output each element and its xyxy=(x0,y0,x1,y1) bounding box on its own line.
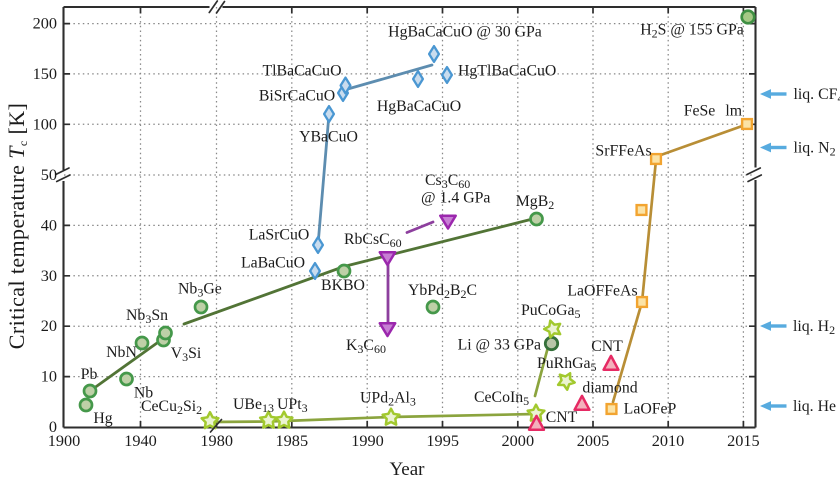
svg-text:YbPd2B2C: YbPd2B2C xyxy=(408,282,477,301)
svg-text:RbCsC60: RbCsC60 xyxy=(344,231,402,250)
svg-text:MgB2: MgB2 xyxy=(516,193,554,212)
svg-text:LaOFeP: LaOFeP xyxy=(624,401,677,418)
svg-text:Cs3C60: Cs3C60 xyxy=(425,172,470,191)
svg-text:Pb: Pb xyxy=(81,366,98,383)
svg-text:Nb3Sn: Nb3Sn xyxy=(126,307,168,326)
svg-text:50: 50 xyxy=(41,165,57,184)
svg-text:LaSrCuO: LaSrCuO xyxy=(249,227,310,244)
svg-text:Critical temperature Tc [K]: Critical temperature Tc [K] xyxy=(4,103,30,349)
svg-text:Li @ 33 GPa: Li @ 33 GPa xyxy=(458,337,541,354)
svg-text:1995: 1995 xyxy=(426,431,459,450)
svg-text:Hg: Hg xyxy=(93,410,112,427)
svg-text:CNT: CNT xyxy=(591,338,623,355)
svg-text:HgBaCaCuO: HgBaCaCuO xyxy=(377,98,461,115)
svg-text:lm: lm xyxy=(725,103,742,120)
svg-text:liq.He: liq. He xyxy=(793,398,836,415)
svg-text:FeSe: FeSe xyxy=(684,103,716,120)
svg-text:2005: 2005 xyxy=(577,431,610,450)
svg-text:UPd2Al3: UPd2Al3 xyxy=(360,390,416,409)
svg-text:PuCoGa5: PuCoGa5 xyxy=(521,302,581,321)
svg-text:V3Si: V3Si xyxy=(171,345,202,364)
svg-text:0: 0 xyxy=(49,417,57,436)
svg-text:BiSrCaCuO: BiSrCaCuO xyxy=(259,88,335,105)
svg-text:YBaCuO: YBaCuO xyxy=(299,129,358,146)
svg-text:liq.CF4: liq.CF4 xyxy=(794,86,840,105)
svg-text:TlBaCaCuO: TlBaCaCuO xyxy=(263,63,342,80)
svg-text:H2S @ 155 GPa: H2S @ 155 GPa xyxy=(640,22,744,41)
svg-text:20: 20 xyxy=(41,316,57,335)
svg-text:diamond: diamond xyxy=(582,380,637,397)
svg-text:liq.H2: liq. H2 xyxy=(793,318,835,337)
svg-text:NbN: NbN xyxy=(106,344,137,361)
svg-text:CeCoIn5: CeCoIn5 xyxy=(474,389,529,408)
svg-text:1940: 1940 xyxy=(124,431,157,450)
svg-text:SrFFeAs: SrFFeAs xyxy=(595,143,651,160)
svg-text:2015: 2015 xyxy=(727,431,760,450)
svg-text:30: 30 xyxy=(41,266,57,285)
svg-text:1990: 1990 xyxy=(351,431,384,450)
svg-text:HgTlBaCaCuO: HgTlBaCaCuO xyxy=(458,63,556,80)
svg-text:200: 200 xyxy=(33,14,57,33)
svg-text:40: 40 xyxy=(41,215,57,234)
svg-text:CeCu2Si2: CeCu2Si2 xyxy=(141,398,202,417)
svg-text:PuRhGa5: PuRhGa5 xyxy=(537,355,597,374)
svg-text:K3C60: K3C60 xyxy=(346,337,386,356)
svg-text:Nb: Nb xyxy=(134,385,153,402)
svg-text:HgBaCaCuO @ 30 GPa: HgBaCaCuO @ 30 GPa xyxy=(388,24,542,41)
svg-text:LaBaCuO: LaBaCuO xyxy=(241,255,305,272)
svg-text:@ 1.4 GPa: @ 1.4 GPa xyxy=(421,190,490,207)
svg-text:CNT: CNT xyxy=(546,409,578,426)
svg-text:UBe13: UBe13 xyxy=(233,396,274,415)
svg-text:LaOFFeAs: LaOFFeAs xyxy=(567,283,637,300)
svg-text:Year: Year xyxy=(389,459,425,477)
svg-text:1985: 1985 xyxy=(276,431,309,450)
svg-text:BKBO: BKBO xyxy=(321,277,365,294)
svg-text:150: 150 xyxy=(33,64,57,83)
svg-text:1980: 1980 xyxy=(200,431,233,450)
svg-text:10: 10 xyxy=(41,367,57,386)
svg-text:liq.N2: liq. N2 xyxy=(794,140,836,159)
svg-text:1900: 1900 xyxy=(48,431,81,450)
svg-text:2000: 2000 xyxy=(502,431,535,450)
svg-text:2010: 2010 xyxy=(652,431,685,450)
svg-text:UPt3: UPt3 xyxy=(277,396,308,415)
svg-text:100: 100 xyxy=(33,114,57,133)
svg-text:Nb3Ge: Nb3Ge xyxy=(178,281,222,300)
